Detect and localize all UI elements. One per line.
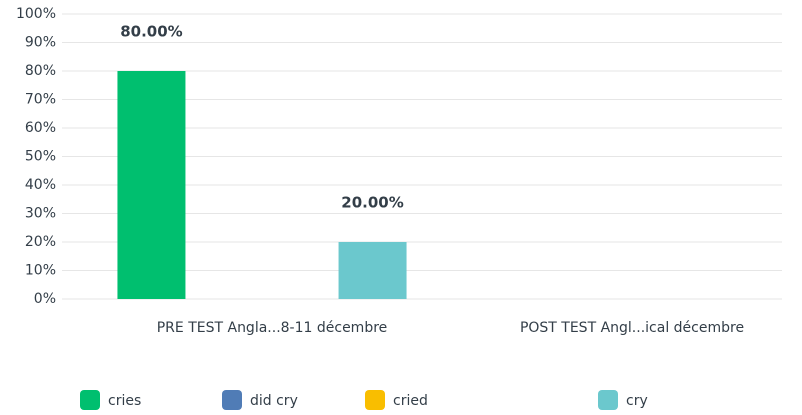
y-tick-label: 0% [34,291,56,307]
y-tick-label: 30% [25,206,56,222]
y-tick-label: 50% [25,149,56,165]
value-label: 80.00% [120,23,182,41]
legend-swatch [80,390,100,410]
bar [117,71,186,299]
y-tick-label: 100% [16,6,56,22]
y-tick-label: 70% [25,92,56,108]
y-tick-label: 20% [25,234,56,250]
legend-swatch [222,390,242,410]
y-tick-label: 80% [25,63,56,79]
legend-swatch [365,390,385,410]
x-tick-label: PRE TEST Angla...8-11 décembre [157,320,388,336]
y-tick-label: 60% [25,120,56,136]
legend-swatch [598,390,618,410]
value-label: 20.00% [341,194,403,212]
y-tick-label: 10% [25,263,56,279]
legend-label: cried [393,393,428,409]
legend-label: did cry [250,393,298,409]
bar [338,242,407,299]
x-tick-label: POST TEST Angl...ical décembre [520,320,744,336]
y-tick-label: 90% [25,35,56,51]
legend-label: cry [626,393,648,409]
legend-label: cries [108,393,141,409]
y-tick-label: 40% [25,177,56,193]
